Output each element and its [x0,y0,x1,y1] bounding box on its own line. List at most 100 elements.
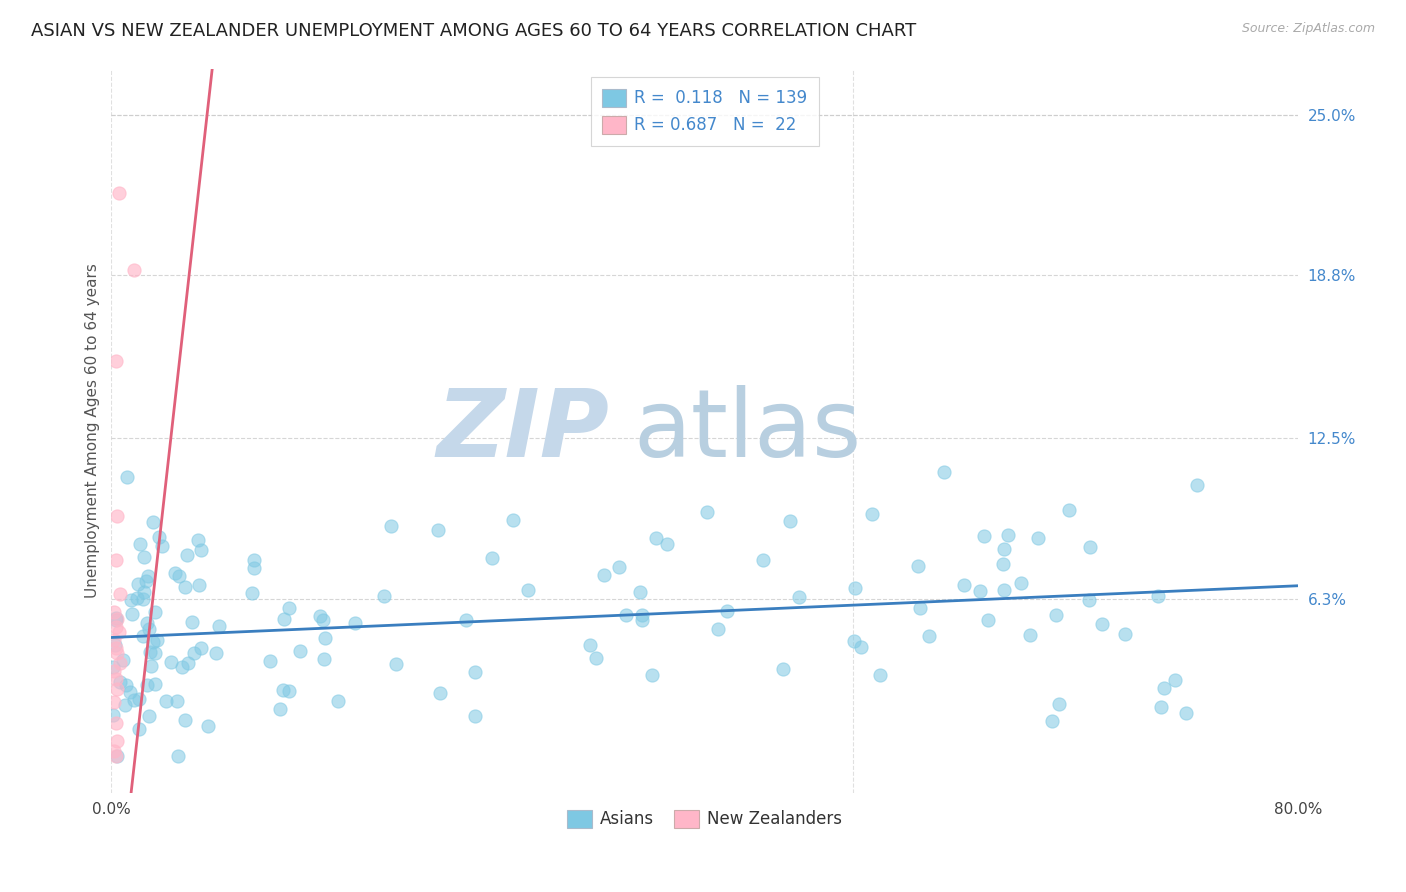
Point [141,635,163,649]
Point [112,652,135,666]
Point [103,664,125,678]
Point [1010,575,1032,590]
Point [132,629,155,643]
Point [108,186,131,200]
Point [860,507,883,521]
Point [105,508,128,523]
Point [993,583,1015,598]
Point [1019,628,1042,642]
Point [104,639,127,653]
Point [187,577,209,591]
Point [977,613,1000,627]
Point [655,536,678,550]
Point [259,654,281,668]
Point [121,607,143,622]
Point [142,515,165,529]
Point [134,585,156,599]
Point [155,694,177,708]
Point [779,514,801,528]
Point [481,551,503,566]
Point [166,694,188,708]
Point [166,749,188,764]
Point [108,625,131,640]
Point [1146,589,1168,603]
Point [593,567,616,582]
Point [136,569,159,583]
Point [907,559,929,574]
Point [314,651,336,665]
Point [273,611,295,625]
Point [104,353,127,368]
Point [173,713,195,727]
Point [240,586,263,600]
Point [104,672,127,686]
Point [187,533,209,547]
Point [631,608,654,623]
Point [128,722,150,736]
Point [135,574,157,589]
Point [174,580,197,594]
Point [993,557,1015,571]
Point [641,668,664,682]
Point [934,465,956,479]
Text: Source: ZipAtlas.com: Source: ZipAtlas.com [1241,22,1375,36]
Point [150,539,173,553]
Point [132,550,155,565]
Y-axis label: Unemployment Among Ages 60 to 64 years: Unemployment Among Ages 60 to 64 years [86,263,100,598]
Point [127,577,149,591]
Point [170,659,193,673]
Point [105,613,128,627]
Point [197,718,219,732]
Point [180,615,202,630]
Point [114,678,136,692]
Point [103,695,125,709]
Point [176,657,198,671]
Point [628,585,651,599]
Text: atlas: atlas [633,384,862,476]
Point [176,548,198,562]
Point [464,708,486,723]
Point [326,693,349,707]
Point [104,749,127,764]
Point [1114,627,1136,641]
Point [716,604,738,618]
Point [631,613,654,627]
Point [143,677,166,691]
Point [243,561,266,575]
Point [136,615,159,630]
Point [139,645,162,659]
Point [973,529,995,543]
Point [706,622,728,636]
Point [105,749,128,764]
Point [456,613,478,627]
Point [271,682,294,697]
Point [772,662,794,676]
Text: ZIP: ZIP [437,384,610,476]
Legend: Asians, New Zealanders: Asians, New Zealanders [560,803,849,835]
Point [1057,503,1080,517]
Point [242,553,264,567]
Point [278,600,301,615]
Text: ASIAN VS NEW ZEALANDER UNEMPLOYMENT AMONG AGES 60 TO 64 YEARS CORRELATION CHART: ASIAN VS NEW ZEALANDER UNEMPLOYMENT AMON… [31,22,917,40]
Point [290,643,312,657]
Point [696,505,718,519]
Point [145,605,167,619]
Point [1174,706,1197,720]
Point [138,623,160,637]
Point [1045,607,1067,622]
Point [614,608,637,623]
Point [426,524,449,538]
Point [115,470,138,484]
Point [343,615,366,630]
Point [122,693,145,707]
Point [997,528,1019,542]
Point [579,638,602,652]
Point [103,605,125,619]
Point [190,640,212,655]
Point [105,612,128,626]
Point [160,656,183,670]
Point [464,665,486,679]
Point [309,609,332,624]
Point [269,701,291,715]
Point [163,566,186,581]
